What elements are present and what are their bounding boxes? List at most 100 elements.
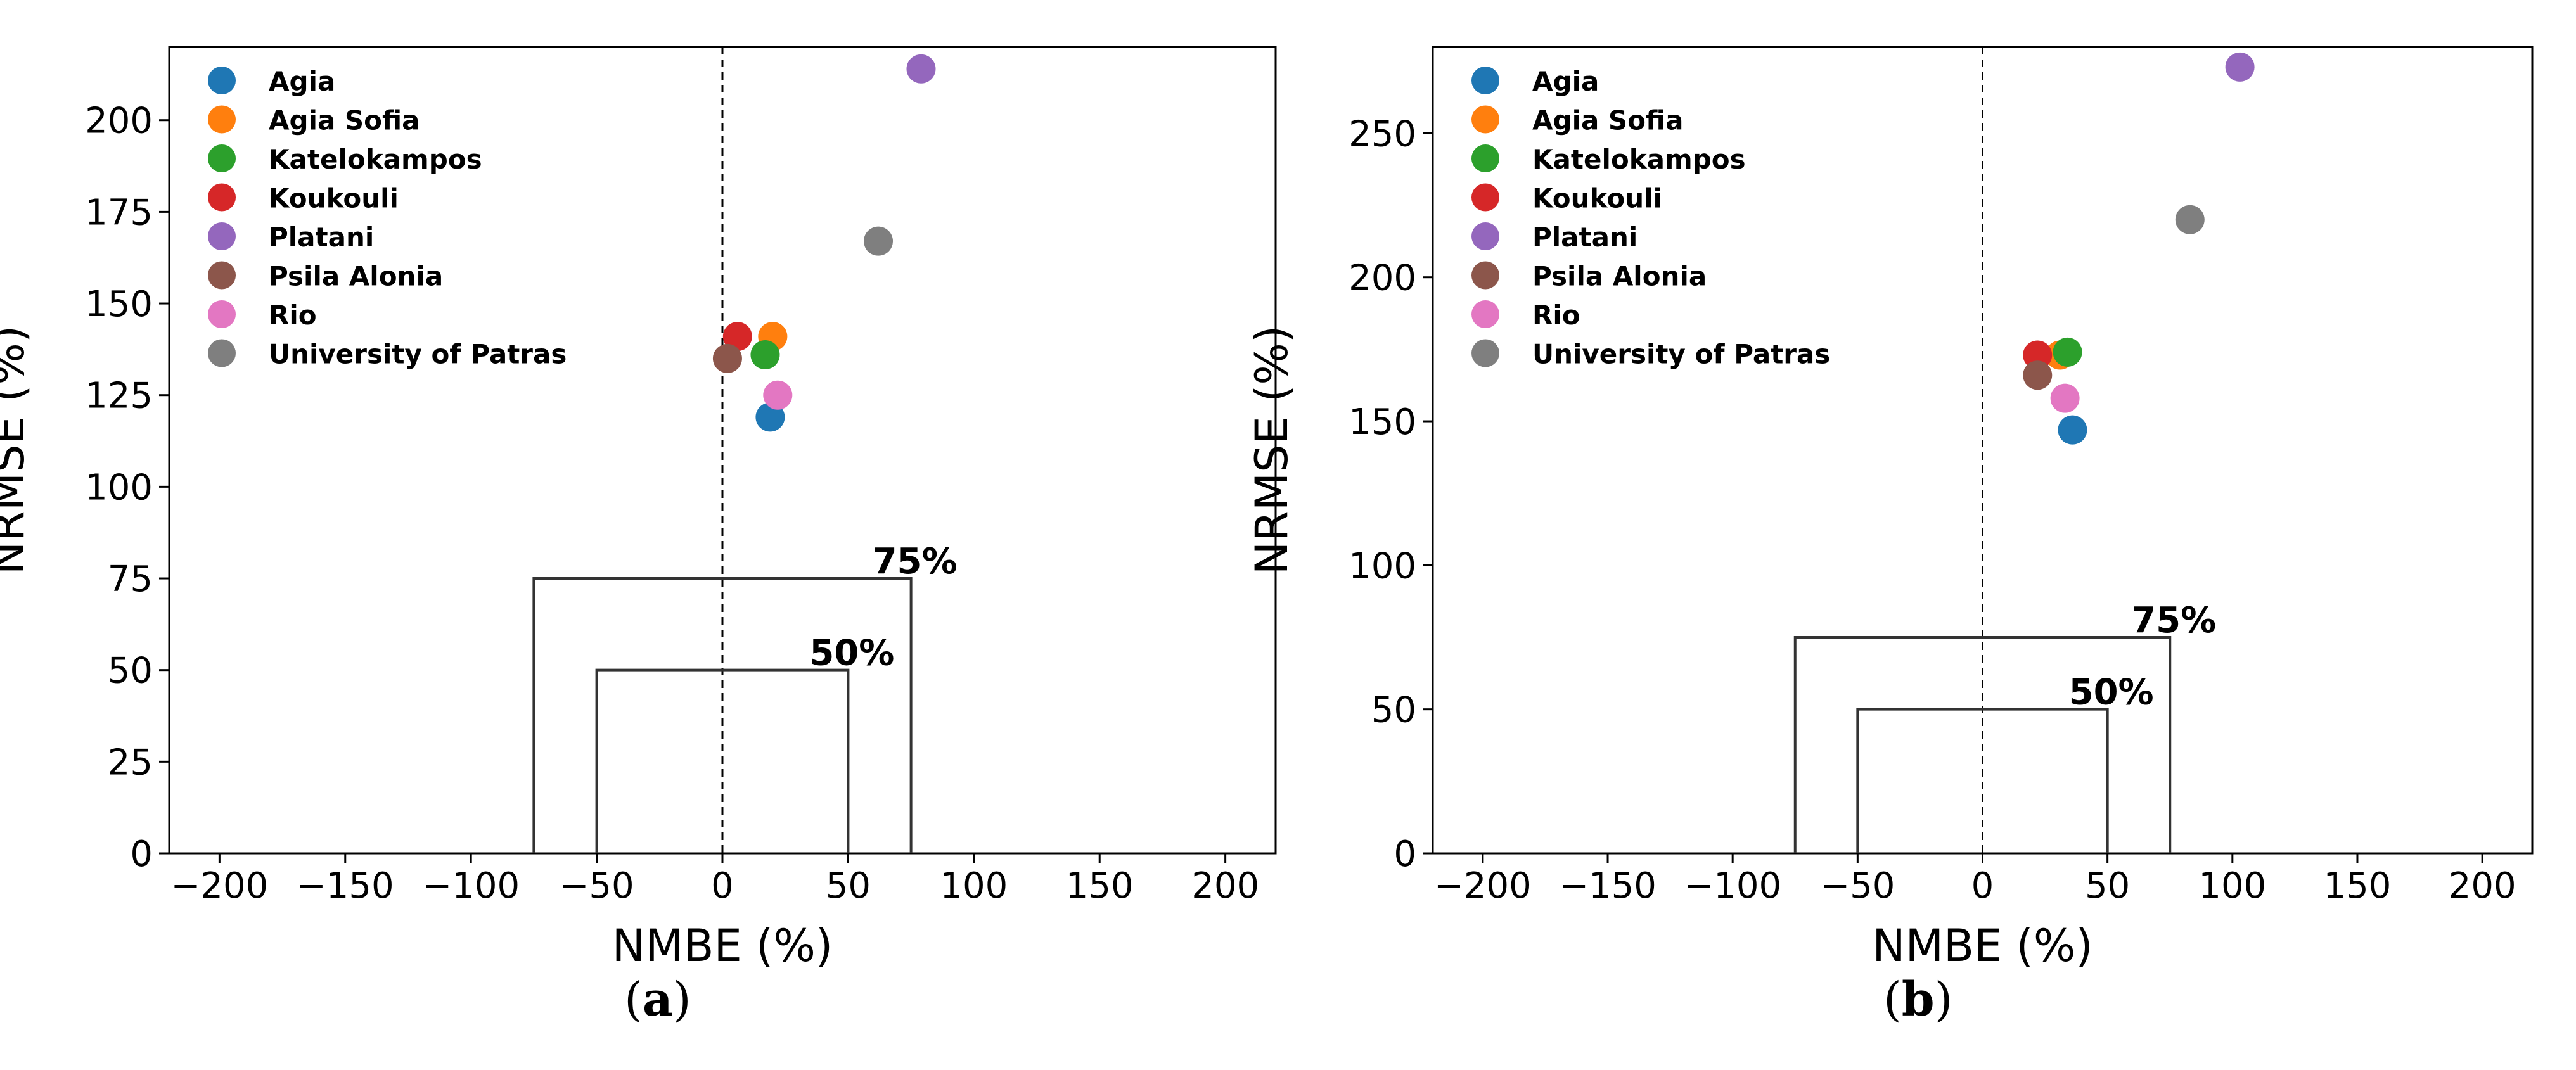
legend-label: Psila Alonia <box>269 261 443 292</box>
x-tick-label: 150 <box>2324 865 2392 907</box>
legend-label: University of Patras <box>1532 339 1830 370</box>
data-point-koukouli <box>2023 340 2053 370</box>
scatter-chart-b: −200 −150 −100 −50 0 50 100 150 200 0 50 100 150 200 2… <box>1246 46 2534 972</box>
panel-label-b-letter: b <box>1901 972 1935 1027</box>
y-tick-label: 125 <box>85 376 153 417</box>
y-tick-label: 200 <box>1349 258 1416 299</box>
target-label-50: 50% <box>809 633 894 674</box>
x-tick-label: −150 <box>297 865 394 907</box>
data-point-rio <box>763 380 793 410</box>
legend-marker <box>208 144 236 172</box>
data-point-agia <box>2058 415 2087 445</box>
y-tick-label: 0 <box>1394 834 1416 875</box>
target-region-75 <box>532 577 913 853</box>
data-point-rio <box>2050 383 2080 413</box>
y-tick-label: 50 <box>108 651 153 692</box>
legend-marker <box>208 183 236 212</box>
scatter-chart-a: −200 −150 −100 −50 0 50 100 150 200 0 25 50 75 100 125… <box>0 46 1277 972</box>
legend-b: Agia Agia Sofia Katelokampos Koukouli Platan… <box>1471 66 1830 370</box>
x-tick-label: 200 <box>1191 865 1259 907</box>
legend-marker <box>1471 300 1499 328</box>
y-tick-label: 150 <box>1349 402 1416 443</box>
data-point-agia <box>755 402 785 432</box>
data-point-platani <box>906 54 936 84</box>
data-point-psila-alonia <box>712 343 742 373</box>
data-point-platani <box>2225 52 2255 82</box>
legend-label: Agia Sofia <box>1532 105 1684 136</box>
legend-marker <box>1471 261 1499 290</box>
x-tick-label: −150 <box>1559 865 1656 907</box>
x-axis-label: NMBE (%) <box>1872 920 2092 972</box>
data-point-psila-alonia <box>2023 360 2053 390</box>
legend-label: Katelokampos <box>269 144 482 175</box>
legend-label: Koukouli <box>269 183 399 214</box>
data-point-katelokampos <box>750 340 780 370</box>
y-tick-label: 100 <box>85 467 153 508</box>
legend-marker <box>208 339 236 367</box>
target-label-75: 75% <box>873 541 958 582</box>
y-tick-label: 50 <box>1371 690 1416 731</box>
y-axis-label: NRMSE (%) <box>1246 326 1298 575</box>
panel-label-a-letter: a <box>642 972 673 1027</box>
x-tick-label: 50 <box>826 865 871 907</box>
data-point-university-of-patras <box>2175 205 2205 234</box>
x-tick-label: −50 <box>559 865 634 907</box>
legend-marker <box>1471 339 1499 367</box>
panel-label-b: (b) <box>1883 972 1953 1027</box>
y-tick-label: 250 <box>1349 113 1416 155</box>
x-tick-label: 0 <box>1971 865 1994 907</box>
legend-marker <box>208 67 236 94</box>
x-tick-label: −100 <box>422 865 520 907</box>
legend-label: Psila Alonia <box>1532 261 1707 292</box>
data-point-koukouli <box>722 322 752 352</box>
x-tick-label: −200 <box>170 865 268 907</box>
target-label-50: 50% <box>2069 672 2154 713</box>
legend-marker <box>1471 222 1499 250</box>
legend-marker <box>208 222 236 250</box>
y-tick-label: 0 <box>130 834 153 875</box>
legend-marker <box>1471 144 1499 172</box>
legend-marker <box>208 105 236 134</box>
legend-label: Katelokampos <box>1532 144 1746 175</box>
x-tick-label: −50 <box>1820 865 1895 907</box>
x-tick-label: 150 <box>1066 865 1134 907</box>
y-tick-label: 200 <box>85 101 153 142</box>
y-tick-label: 100 <box>1349 545 1416 587</box>
target-region-50 <box>595 668 850 853</box>
y-tick-label: 25 <box>108 742 153 783</box>
legend-marker <box>208 261 236 290</box>
legend-label: Rio <box>269 300 317 331</box>
legend-label: Rio <box>1532 300 1580 331</box>
y-tick-label: 150 <box>85 284 153 325</box>
x-tick-label: −100 <box>1684 865 1781 907</box>
x-tick-label: 50 <box>2085 865 2130 907</box>
x-tick-label: 100 <box>2198 865 2266 907</box>
x-tick-label: 200 <box>2449 865 2516 907</box>
x-tick-label: 0 <box>711 865 734 907</box>
y-tick-label: 175 <box>85 192 153 233</box>
target-label-75: 75% <box>2131 600 2216 641</box>
legend-marker <box>1471 105 1499 134</box>
data-point-university-of-patras <box>864 226 894 256</box>
panel-label-a: (a) <box>624 972 691 1027</box>
legend-a: Agia Agia Sofia Katelokampos Koukouli Platan… <box>208 66 567 370</box>
x-axis-label: NMBE (%) <box>612 920 833 972</box>
target-region-75 <box>1793 636 2172 853</box>
legend-label: Platani <box>269 222 374 253</box>
legend-label: Koukouli <box>1532 183 1662 214</box>
legend-label: Agia Sofia <box>269 105 420 136</box>
y-axis-label: NRMSE (%) <box>0 326 34 575</box>
legend-marker <box>1471 67 1499 94</box>
x-tick-label: 100 <box>940 865 1008 907</box>
legend-label: Agia <box>269 66 335 97</box>
x-tick-label: −200 <box>1434 865 1532 907</box>
y-tick-label: 75 <box>108 559 153 600</box>
target-region-50 <box>1856 708 2109 853</box>
legend-label: Agia <box>1532 66 1599 97</box>
legend-marker <box>208 300 236 328</box>
data-point-katelokampos <box>2053 337 2082 367</box>
legend-marker <box>1471 183 1499 212</box>
legend-label: University of Patras <box>269 339 567 370</box>
legend-label: Platani <box>1532 222 1637 253</box>
